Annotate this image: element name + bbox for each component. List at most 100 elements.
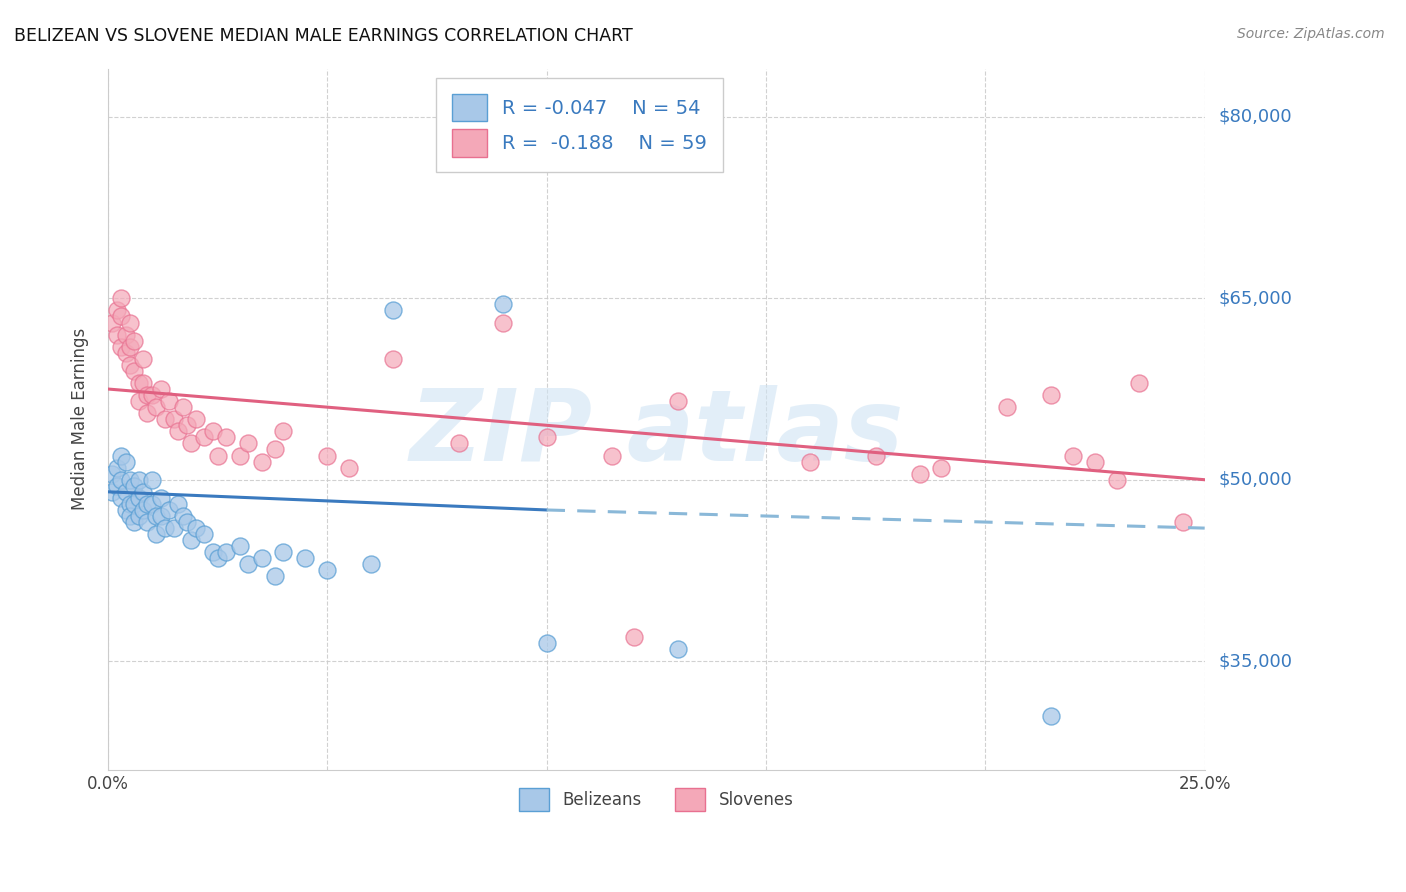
Point xyxy=(128,473,150,487)
Point xyxy=(136,497,159,511)
Point xyxy=(238,558,260,572)
Point xyxy=(273,425,295,439)
Point xyxy=(228,449,250,463)
Point xyxy=(114,345,136,359)
Point xyxy=(167,425,190,439)
Point xyxy=(865,449,887,463)
Point xyxy=(124,515,146,529)
Point xyxy=(215,545,238,559)
Point xyxy=(163,521,186,535)
Point xyxy=(105,479,128,493)
Point xyxy=(666,642,689,657)
Point xyxy=(105,327,128,342)
Point xyxy=(136,406,159,420)
Point xyxy=(180,533,202,548)
Point xyxy=(163,412,186,426)
Point xyxy=(1128,376,1150,390)
Point xyxy=(128,508,150,523)
Point xyxy=(228,539,250,553)
Point xyxy=(110,491,132,505)
Point xyxy=(250,551,273,566)
Point xyxy=(176,418,198,433)
Point xyxy=(149,382,172,396)
Point xyxy=(128,491,150,505)
Point xyxy=(118,508,141,523)
Point xyxy=(995,400,1018,414)
Point xyxy=(157,394,180,409)
Point xyxy=(492,316,515,330)
Point xyxy=(118,473,141,487)
Point xyxy=(1062,449,1084,463)
Point xyxy=(215,430,238,444)
Point xyxy=(118,316,141,330)
Point xyxy=(124,479,146,493)
Point xyxy=(114,503,136,517)
Point xyxy=(136,515,159,529)
Point xyxy=(157,503,180,517)
Point xyxy=(114,484,136,499)
Text: $50,000: $50,000 xyxy=(1219,471,1292,489)
Legend: Belizeans, Slovenes: Belizeans, Slovenes xyxy=(506,774,807,825)
Point xyxy=(172,400,194,414)
Point xyxy=(1040,388,1063,402)
Point xyxy=(149,508,172,523)
Point xyxy=(132,376,155,390)
Point xyxy=(141,497,163,511)
Point xyxy=(110,473,132,487)
Point xyxy=(294,551,316,566)
Point xyxy=(128,394,150,409)
Point xyxy=(110,449,132,463)
Point xyxy=(316,564,339,578)
Point xyxy=(132,484,155,499)
Point xyxy=(623,630,645,644)
Point xyxy=(141,473,163,487)
Point xyxy=(132,503,155,517)
Text: ZIP atlas: ZIP atlas xyxy=(409,384,904,482)
Point xyxy=(193,430,215,444)
Point xyxy=(176,515,198,529)
Point xyxy=(101,316,124,330)
Point xyxy=(118,340,141,354)
Text: $65,000: $65,000 xyxy=(1219,289,1292,308)
Point xyxy=(273,545,295,559)
Text: BELIZEAN VS SLOVENE MEDIAN MALE EARNINGS CORRELATION CHART: BELIZEAN VS SLOVENE MEDIAN MALE EARNINGS… xyxy=(14,27,633,45)
Point xyxy=(124,497,146,511)
Text: Source: ZipAtlas.com: Source: ZipAtlas.com xyxy=(1237,27,1385,41)
Point xyxy=(101,484,124,499)
Point xyxy=(238,436,260,450)
Point xyxy=(263,569,285,583)
Point xyxy=(908,467,931,481)
Point xyxy=(447,436,470,450)
Point xyxy=(536,636,558,650)
Point xyxy=(110,340,132,354)
Point xyxy=(141,388,163,402)
Point xyxy=(492,297,515,311)
Point xyxy=(360,558,382,572)
Point xyxy=(184,521,207,535)
Point xyxy=(153,521,176,535)
Point xyxy=(118,358,141,372)
Point xyxy=(207,449,229,463)
Point xyxy=(202,425,225,439)
Point xyxy=(114,454,136,468)
Point xyxy=(1105,473,1128,487)
Point xyxy=(263,442,285,457)
Text: $35,000: $35,000 xyxy=(1219,652,1292,670)
Text: $80,000: $80,000 xyxy=(1219,108,1292,126)
Point xyxy=(124,334,146,348)
Point xyxy=(110,310,132,324)
Point xyxy=(799,454,821,468)
Point xyxy=(202,545,225,559)
Point xyxy=(207,551,229,566)
Point xyxy=(193,527,215,541)
Point xyxy=(167,497,190,511)
Point xyxy=(666,394,689,409)
Point xyxy=(105,303,128,318)
Point xyxy=(118,497,141,511)
Point xyxy=(136,388,159,402)
Point xyxy=(128,376,150,390)
Point xyxy=(250,454,273,468)
Point xyxy=(536,430,558,444)
Point xyxy=(132,351,155,366)
Point xyxy=(110,291,132,305)
